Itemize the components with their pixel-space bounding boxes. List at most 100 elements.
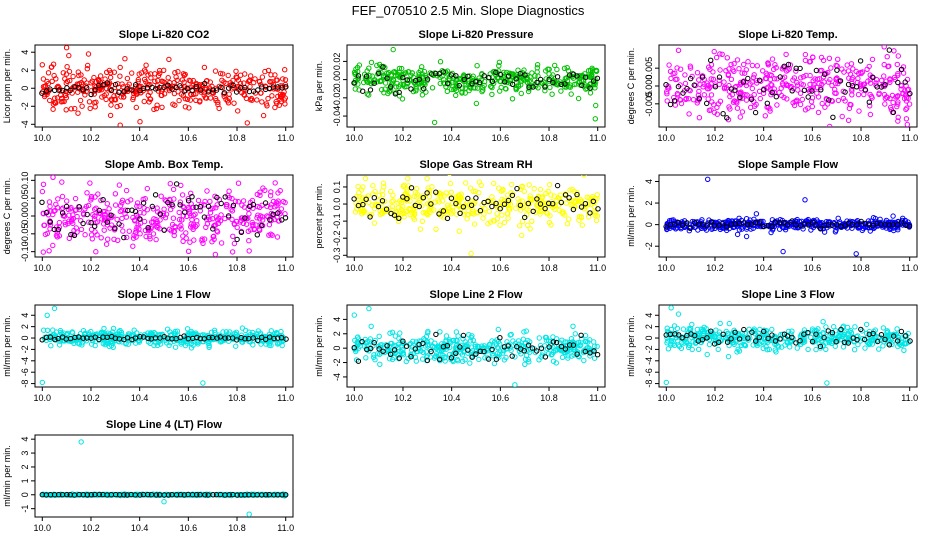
data-point — [496, 59, 503, 65]
data-point — [45, 70, 52, 76]
reference-point — [242, 336, 248, 342]
reference-point — [748, 96, 755, 103]
panel-title: Slope Line 2 Flow — [430, 289, 523, 301]
plot-frame — [346, 304, 606, 388]
data-point — [767, 106, 773, 112]
data-point — [182, 336, 188, 342]
data-point — [119, 197, 126, 204]
reference-point — [716, 339, 722, 345]
data-point — [376, 333, 382, 339]
reference-point — [376, 346, 382, 352]
data-point — [172, 344, 179, 350]
reference-point — [756, 220, 763, 226]
data-point — [554, 197, 560, 204]
data-point — [903, 106, 909, 113]
x-tick-label: 10.0 — [34, 133, 52, 143]
data-point — [572, 331, 578, 337]
data-point — [452, 80, 458, 86]
reference-point — [68, 231, 74, 238]
data-point — [249, 332, 256, 339]
data-point — [757, 95, 763, 102]
x-tick-label: 11.0 — [589, 263, 606, 273]
data-point — [159, 92, 165, 99]
data-point — [416, 80, 423, 86]
data-point — [72, 105, 78, 112]
data-point — [186, 105, 192, 111]
data-point — [63, 107, 69, 113]
panel-title: Slope Li-820 Pressure — [419, 29, 534, 41]
panel-title: Slope Line 4 (LT) Flow — [106, 419, 222, 431]
data-point — [513, 205, 519, 211]
data-point — [453, 92, 459, 99]
reference-point — [687, 225, 693, 232]
reference-point — [437, 356, 443, 363]
plot-frame — [34, 434, 294, 518]
y-tick-label: 0.00 — [332, 71, 342, 89]
data-point — [470, 337, 476, 343]
data-point — [566, 84, 572, 90]
x-tick-label: 10.6 — [492, 393, 510, 403]
data-point — [174, 328, 181, 334]
data-point — [233, 331, 239, 338]
data-point — [820, 343, 826, 349]
data-point — [91, 100, 98, 106]
data-point — [158, 193, 164, 199]
data-point — [42, 84, 48, 90]
reference-point — [521, 348, 527, 354]
data-point — [121, 94, 127, 100]
reference-point — [834, 67, 840, 73]
data-point — [199, 82, 205, 88]
data-point — [103, 241, 110, 247]
reference-point — [80, 220, 86, 227]
data-point — [849, 80, 855, 87]
outlier-point — [246, 248, 252, 254]
data-point — [247, 77, 253, 83]
data-point — [52, 95, 58, 101]
data-point — [98, 235, 104, 241]
data-point — [220, 329, 226, 335]
data-point — [742, 342, 748, 348]
reference-point — [805, 329, 811, 336]
reference-point — [412, 346, 418, 352]
data-point — [826, 55, 833, 61]
data-point — [194, 338, 200, 344]
data-point — [87, 105, 93, 112]
data-point — [374, 202, 380, 209]
data-point — [151, 106, 157, 113]
data-point — [566, 197, 573, 204]
data-point — [469, 208, 475, 215]
reference-point — [468, 202, 475, 209]
data-point — [175, 69, 181, 75]
x-tick-label: 11.0 — [901, 133, 918, 143]
data-point — [764, 347, 770, 353]
data-point — [133, 227, 139, 233]
data-point — [905, 95, 911, 102]
data-point — [897, 341, 903, 348]
data-point — [863, 321, 870, 328]
reference-point — [676, 332, 682, 338]
data-point — [426, 194, 433, 200]
reference-point — [214, 335, 220, 341]
data-point — [829, 340, 835, 346]
data-point — [40, 249, 46, 255]
data-point — [497, 222, 503, 228]
reference-point — [587, 210, 593, 216]
reference-point — [275, 335, 281, 341]
reference-point — [870, 330, 876, 337]
data-point — [428, 203, 434, 210]
data-point — [708, 76, 714, 82]
reference-point — [805, 222, 812, 228]
reference-point — [699, 337, 706, 343]
data-point — [683, 339, 689, 345]
data-point — [95, 191, 101, 197]
y-tick-label: 0.05 — [20, 189, 30, 207]
data-point — [481, 79, 488, 85]
reference-point — [275, 210, 281, 216]
reference-point — [505, 73, 512, 79]
data-point — [429, 344, 436, 350]
reference-point — [371, 340, 377, 346]
data-point — [89, 236, 96, 242]
data-point — [431, 355, 438, 361]
data-point — [376, 61, 383, 68]
